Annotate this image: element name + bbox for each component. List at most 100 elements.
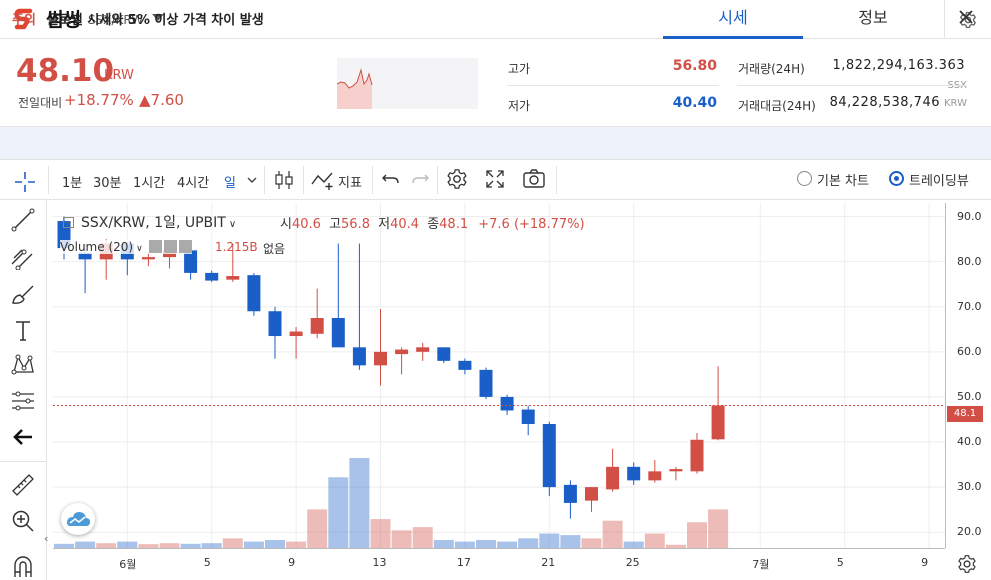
volume-bar [687, 522, 707, 548]
tab-price[interactable]: 시세 [663, 0, 803, 39]
coin-logo-icon [14, 8, 33, 30]
header-bar [0, 0, 991, 39]
volume-bar [497, 541, 518, 548]
chevron-down-icon[interactable]: ∨ [228, 219, 237, 230]
candle-type-icon[interactable] [273, 168, 295, 192]
text-tool-icon[interactable] [10, 318, 36, 344]
chevron-down-icon[interactable]: ∨ [136, 244, 143, 254]
date-tick-label: 7월 [752, 558, 770, 571]
arrow-left-icon[interactable] [10, 424, 36, 450]
candle-body [247, 275, 261, 312]
close-icon[interactable] [958, 9, 974, 25]
date-tick-label: 21 [541, 556, 556, 569]
notice-bar [0, 126, 991, 160]
high-value: 56.80 [672, 58, 717, 74]
candle-body [500, 396, 514, 411]
interval-1m[interactable]: 1분 [62, 176, 83, 191]
close-icon[interactable] [178, 240, 192, 253]
notice-text: 글로벌 시세와 5% 이상 가격 차이 발생 [47, 13, 264, 28]
collapse-arrow-icon[interactable]: ‹ [44, 532, 49, 545]
coin-name: 썸씽 [46, 9, 81, 31]
volume-bar [454, 541, 475, 548]
price-tick-label: 80.0 [957, 254, 982, 268]
volume-bar [665, 544, 686, 548]
candle-body [606, 466, 620, 490]
indicators-icon[interactable] [310, 168, 336, 192]
measure-lines-icon[interactable] [10, 388, 36, 414]
tradingview-radio[interactable] [889, 171, 904, 186]
zoom-in-icon[interactable] [10, 508, 36, 534]
volume-value: 1,822,294,163.363 [832, 58, 965, 73]
ruler-icon[interactable] [10, 472, 36, 498]
interval-1d[interactable]: 일 [224, 176, 236, 191]
chevron-down-icon[interactable] [247, 176, 257, 184]
undo-icon[interactable] [381, 168, 401, 190]
volume-bar [602, 520, 623, 548]
axis-settings-icon[interactable] [957, 554, 977, 574]
low-value: 40.40 [672, 95, 717, 111]
price-unit: KRW [104, 68, 134, 83]
tab-info[interactable]: 정보 [858, 8, 888, 27]
interval-1h[interactable]: 1시간 [133, 176, 166, 191]
current-price: 48.10 [16, 53, 115, 89]
fullscreen-icon[interactable] [484, 168, 506, 190]
volume-bar [433, 539, 454, 548]
chart-settings-icon[interactable] [446, 168, 468, 190]
fib-tool-icon[interactable] [10, 244, 36, 270]
volume-bar [54, 543, 74, 548]
legend-high-label: 고 [329, 217, 342, 232]
volume-legend-value: 1.215B [215, 240, 258, 254]
time-axis[interactable] [53, 548, 945, 580]
legend-collapse-icon[interactable] [63, 217, 74, 228]
candle-body [184, 250, 198, 273]
legend-close-label: 종 [427, 217, 440, 232]
candle-body [585, 487, 598, 501]
gear-icon[interactable] [163, 240, 177, 253]
coin-dropdown-icon[interactable] [152, 14, 164, 21]
candle-body [669, 469, 683, 472]
candle-body [521, 409, 535, 424]
candle-body [141, 257, 155, 260]
basic-chart-label[interactable]: 기본 차트 [817, 174, 869, 189]
candle-body [78, 252, 92, 260]
volume-bar [159, 543, 180, 548]
magnet-icon[interactable] [10, 553, 36, 579]
legend-ohlc: 시40.6 고56.8 저40.4 종48.1 +7.6 (+18.77%) [280, 213, 585, 232]
tradingview-label[interactable]: 트레이딩뷰 [909, 174, 969, 189]
legend-open-label: 시 [280, 217, 292, 232]
volume-bar [328, 477, 349, 548]
volume-legend-label[interactable]: Volume (20) [60, 240, 134, 254]
date-tick-label: 5 [203, 556, 211, 569]
camera-icon[interactable] [522, 168, 546, 190]
candle-body [226, 276, 240, 280]
volume-label: 거래량(24H) [738, 62, 805, 76]
interval-4h[interactable]: 4시간 [177, 176, 210, 191]
date-tick-label: 25 [625, 556, 640, 569]
brush-icon[interactable] [10, 281, 36, 307]
volume-legend-extra: 없음 [263, 242, 286, 256]
volume-legend: Volume (20) ∨ [60, 240, 192, 254]
eye-icon[interactable] [148, 240, 162, 253]
low-label: 저가 [508, 99, 531, 113]
price-axis[interactable] [945, 203, 991, 548]
date-tick-label: 5 [836, 556, 844, 569]
redo-icon[interactable] [410, 168, 430, 190]
basic-chart-radio[interactable] [797, 171, 812, 186]
volume-bar [222, 538, 243, 548]
legend-symbol[interactable]: SSX/KRW, 1일, UPBIT [81, 215, 226, 231]
pattern-tool-icon[interactable] [10, 352, 36, 378]
volume-bar [581, 538, 602, 548]
tradingview-logo-icon[interactable] [61, 503, 95, 535]
interval-30m[interactable]: 30분 [93, 176, 122, 191]
volume-bar [708, 509, 729, 548]
candle-body [542, 423, 556, 488]
trend-line-icon[interactable] [10, 207, 36, 233]
price-tick-label: 30.0 [957, 480, 982, 494]
crosshair-icon[interactable] [13, 170, 37, 194]
price-tick-label: 70.0 [957, 299, 982, 313]
candle-body [690, 439, 704, 472]
candlestick-chart[interactable] [53, 203, 945, 548]
price-tick-label: 20.0 [957, 525, 982, 539]
candle-body [479, 369, 493, 397]
indicators-button[interactable]: 지표 [338, 176, 362, 191]
